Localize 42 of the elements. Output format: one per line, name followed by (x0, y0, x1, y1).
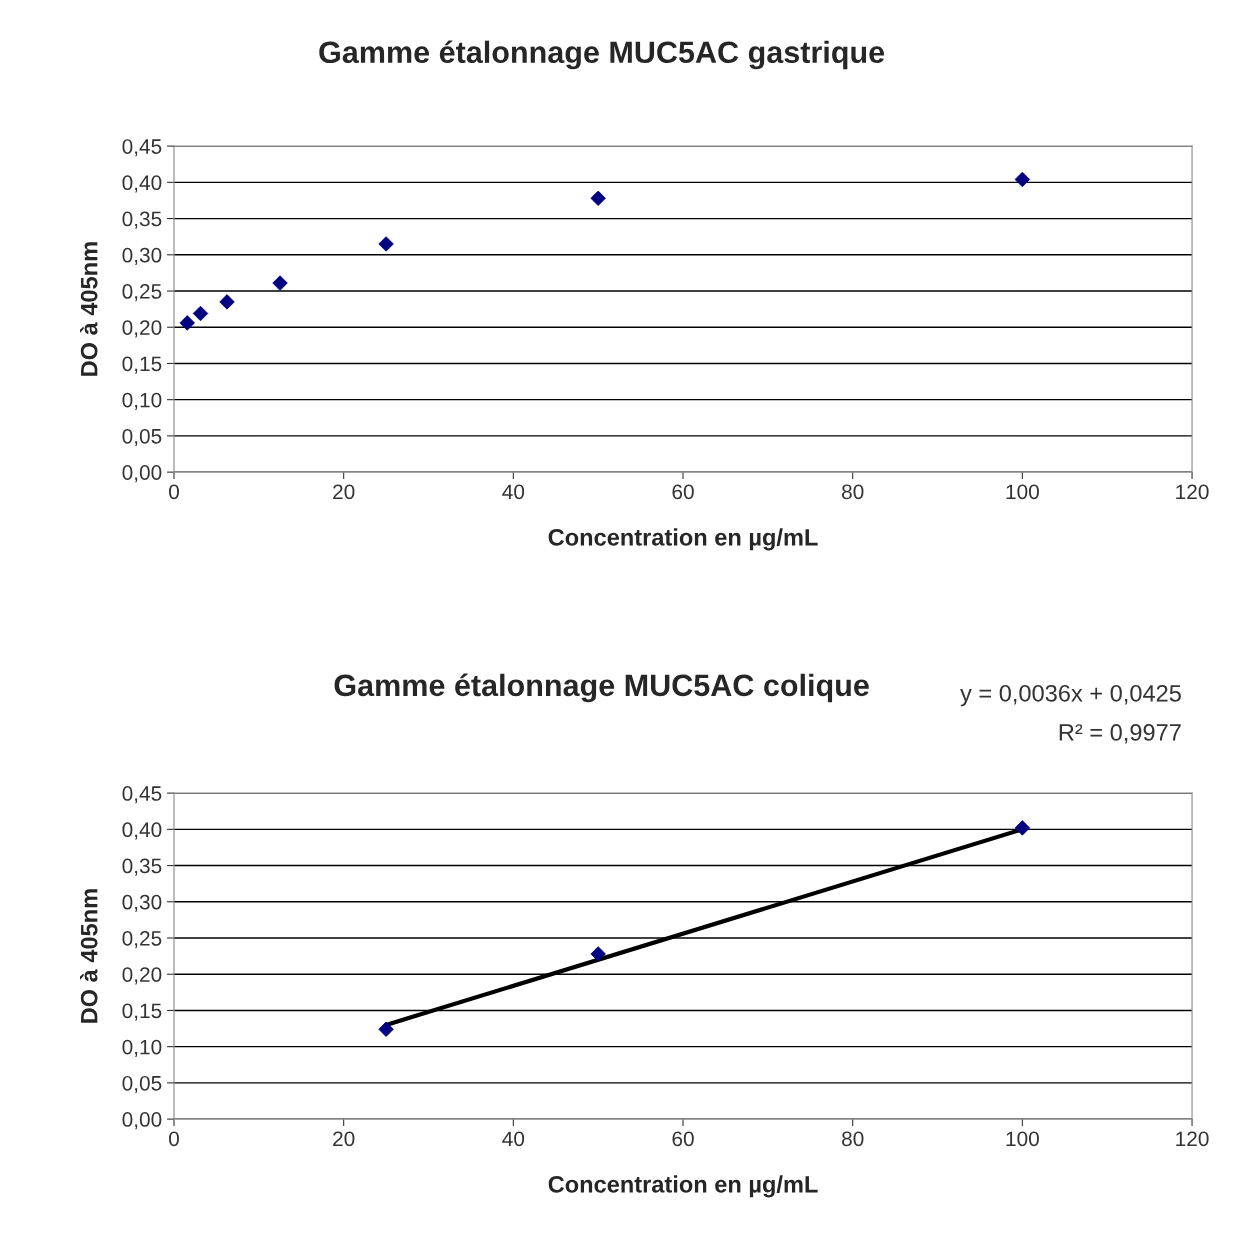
x-axis-title: Concentration en µg/mL (548, 1175, 818, 1198)
y-tick-label: 0,20 (122, 967, 162, 985)
y-tick-label: 0,40 (122, 822, 162, 840)
x-tick-label: 20 (333, 484, 355, 500)
y-tick-label: 0,35 (122, 858, 162, 876)
y-tick-label: 0,00 (122, 465, 162, 483)
text: R² = 0,9977 (1059, 724, 1181, 744)
y-tick-label: 0,25 (122, 284, 162, 302)
x-tick-label: 80 (842, 1131, 864, 1147)
y-tick-label: 0,15 (122, 1003, 162, 1021)
x-tick-label: 60 (672, 1131, 694, 1147)
y-tick-label: 0,10 (122, 1039, 162, 1057)
x-tick-label: 100 (1006, 484, 1039, 500)
y-tick-label: 0,35 (122, 211, 162, 229)
x-tick-label: 40 (502, 1131, 525, 1147)
x-tick-label: 40 (502, 484, 525, 500)
chart-title: Gamme étalonnage MUC5AC colique (334, 673, 869, 703)
x-tick-label: 120 (1176, 484, 1209, 500)
x-axis-title: Concentration en µg/mL (548, 528, 818, 551)
y-tick-label: 0,15 (122, 356, 162, 374)
chart-title: Gamme étalonnage MUC5AC gastrique (319, 40, 885, 70)
y-tick-label: 0,20 (122, 320, 162, 338)
y-tick-label: 0,30 (122, 894, 162, 912)
y-tick-label: 0,00 (122, 1112, 162, 1130)
y-tick-label: 0,05 (122, 1075, 162, 1094)
x-tick-label: 20 (333, 1131, 355, 1147)
y-tick-label: 0,45 (122, 786, 162, 804)
y-axis-title: DO à 405nm (79, 889, 98, 1023)
text: y = 0,0036x + 0,0425 (960, 684, 1181, 707)
y-tick-label: 0,25 (122, 931, 162, 949)
y-tick-label: 0,10 (122, 392, 162, 410)
x-tick-label: 0 (169, 484, 179, 500)
x-tick-label: 120 (1176, 1131, 1209, 1147)
y-axis-title: DO à 405nm (79, 242, 98, 376)
y-tick-label: 0,40 (122, 175, 162, 193)
y-tick-label: 0,05 (122, 428, 162, 447)
y-tick-label: 0,30 (122, 247, 162, 266)
x-tick-label: 60 (672, 484, 694, 500)
x-tick-label: 0 (169, 1131, 179, 1147)
x-tick-label: 100 (1006, 1131, 1039, 1147)
x-tick-label: 80 (842, 484, 864, 500)
y-tick-label: 0,45 (122, 139, 162, 157)
